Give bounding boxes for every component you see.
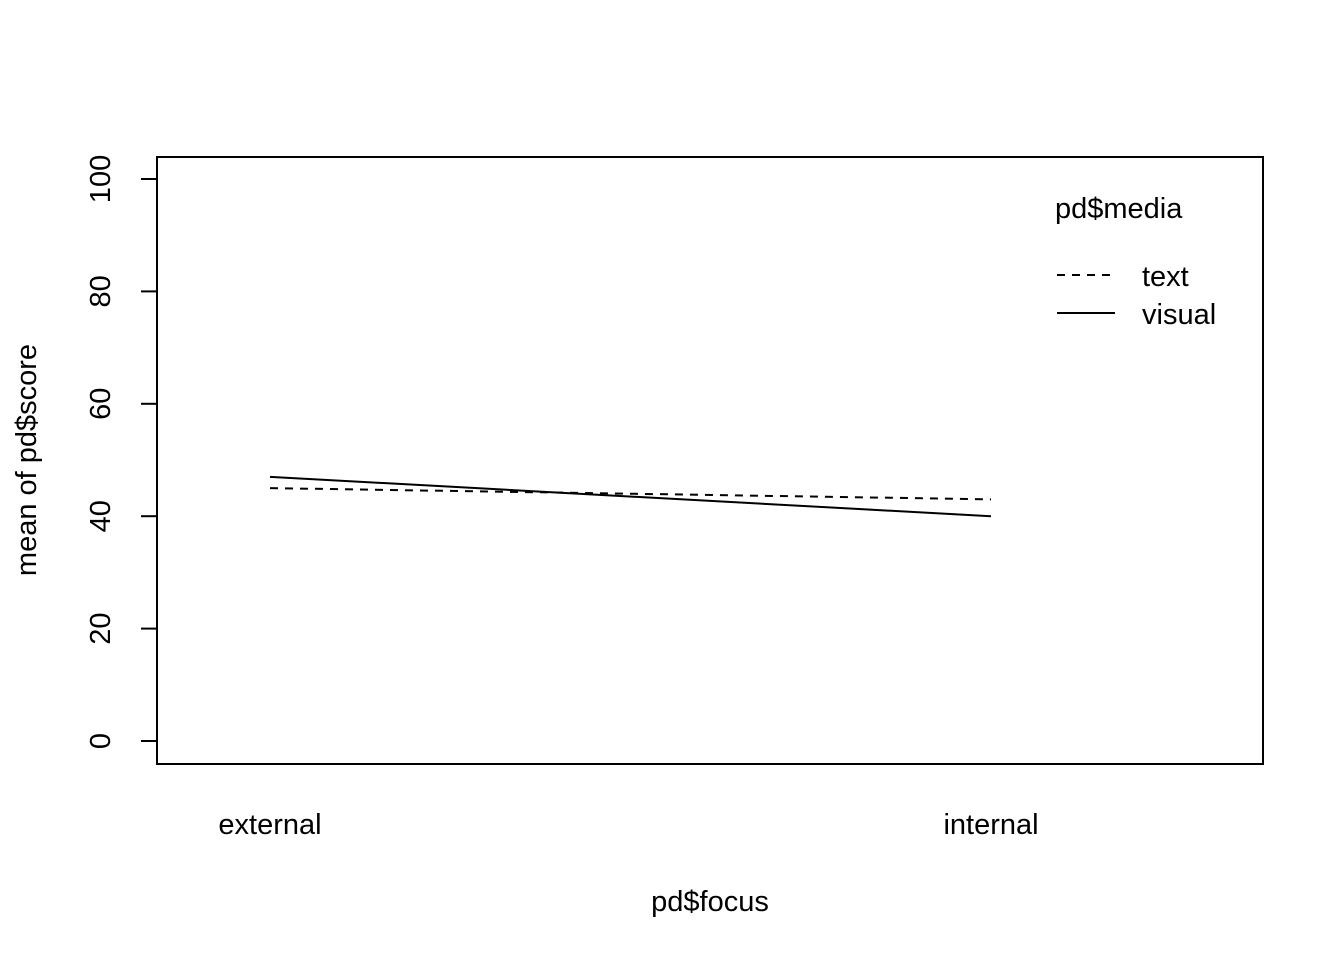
- y-tick-label: 100: [85, 155, 117, 203]
- x-axis-label: pd$focus: [651, 886, 769, 918]
- y-tick-label: 40: [85, 500, 117, 532]
- legend-label-visual: visual: [1142, 299, 1216, 331]
- y-tick-label: 0: [85, 733, 117, 749]
- x-axis: external internal: [218, 809, 1038, 841]
- plot-frame: [156, 156, 1264, 765]
- legend: pd$media text visual: [1055, 193, 1216, 331]
- y-axis-label: mean of pd$score: [11, 344, 43, 576]
- series-line-text: [269, 487, 992, 501]
- series-layer: [269, 475, 992, 518]
- x-tick-label: external: [218, 809, 321, 841]
- x-tick-label: internal: [943, 809, 1038, 841]
- legend-label-text: text: [1142, 261, 1189, 293]
- y-axis: 0 20 40 60 80 100: [85, 155, 158, 749]
- legend-title: pd$media: [1055, 193, 1183, 225]
- y-tick-label: 60: [85, 388, 117, 420]
- series-line-visual: [269, 475, 992, 518]
- y-tick-label: 80: [85, 275, 117, 307]
- y-tick-label: 20: [85, 612, 117, 644]
